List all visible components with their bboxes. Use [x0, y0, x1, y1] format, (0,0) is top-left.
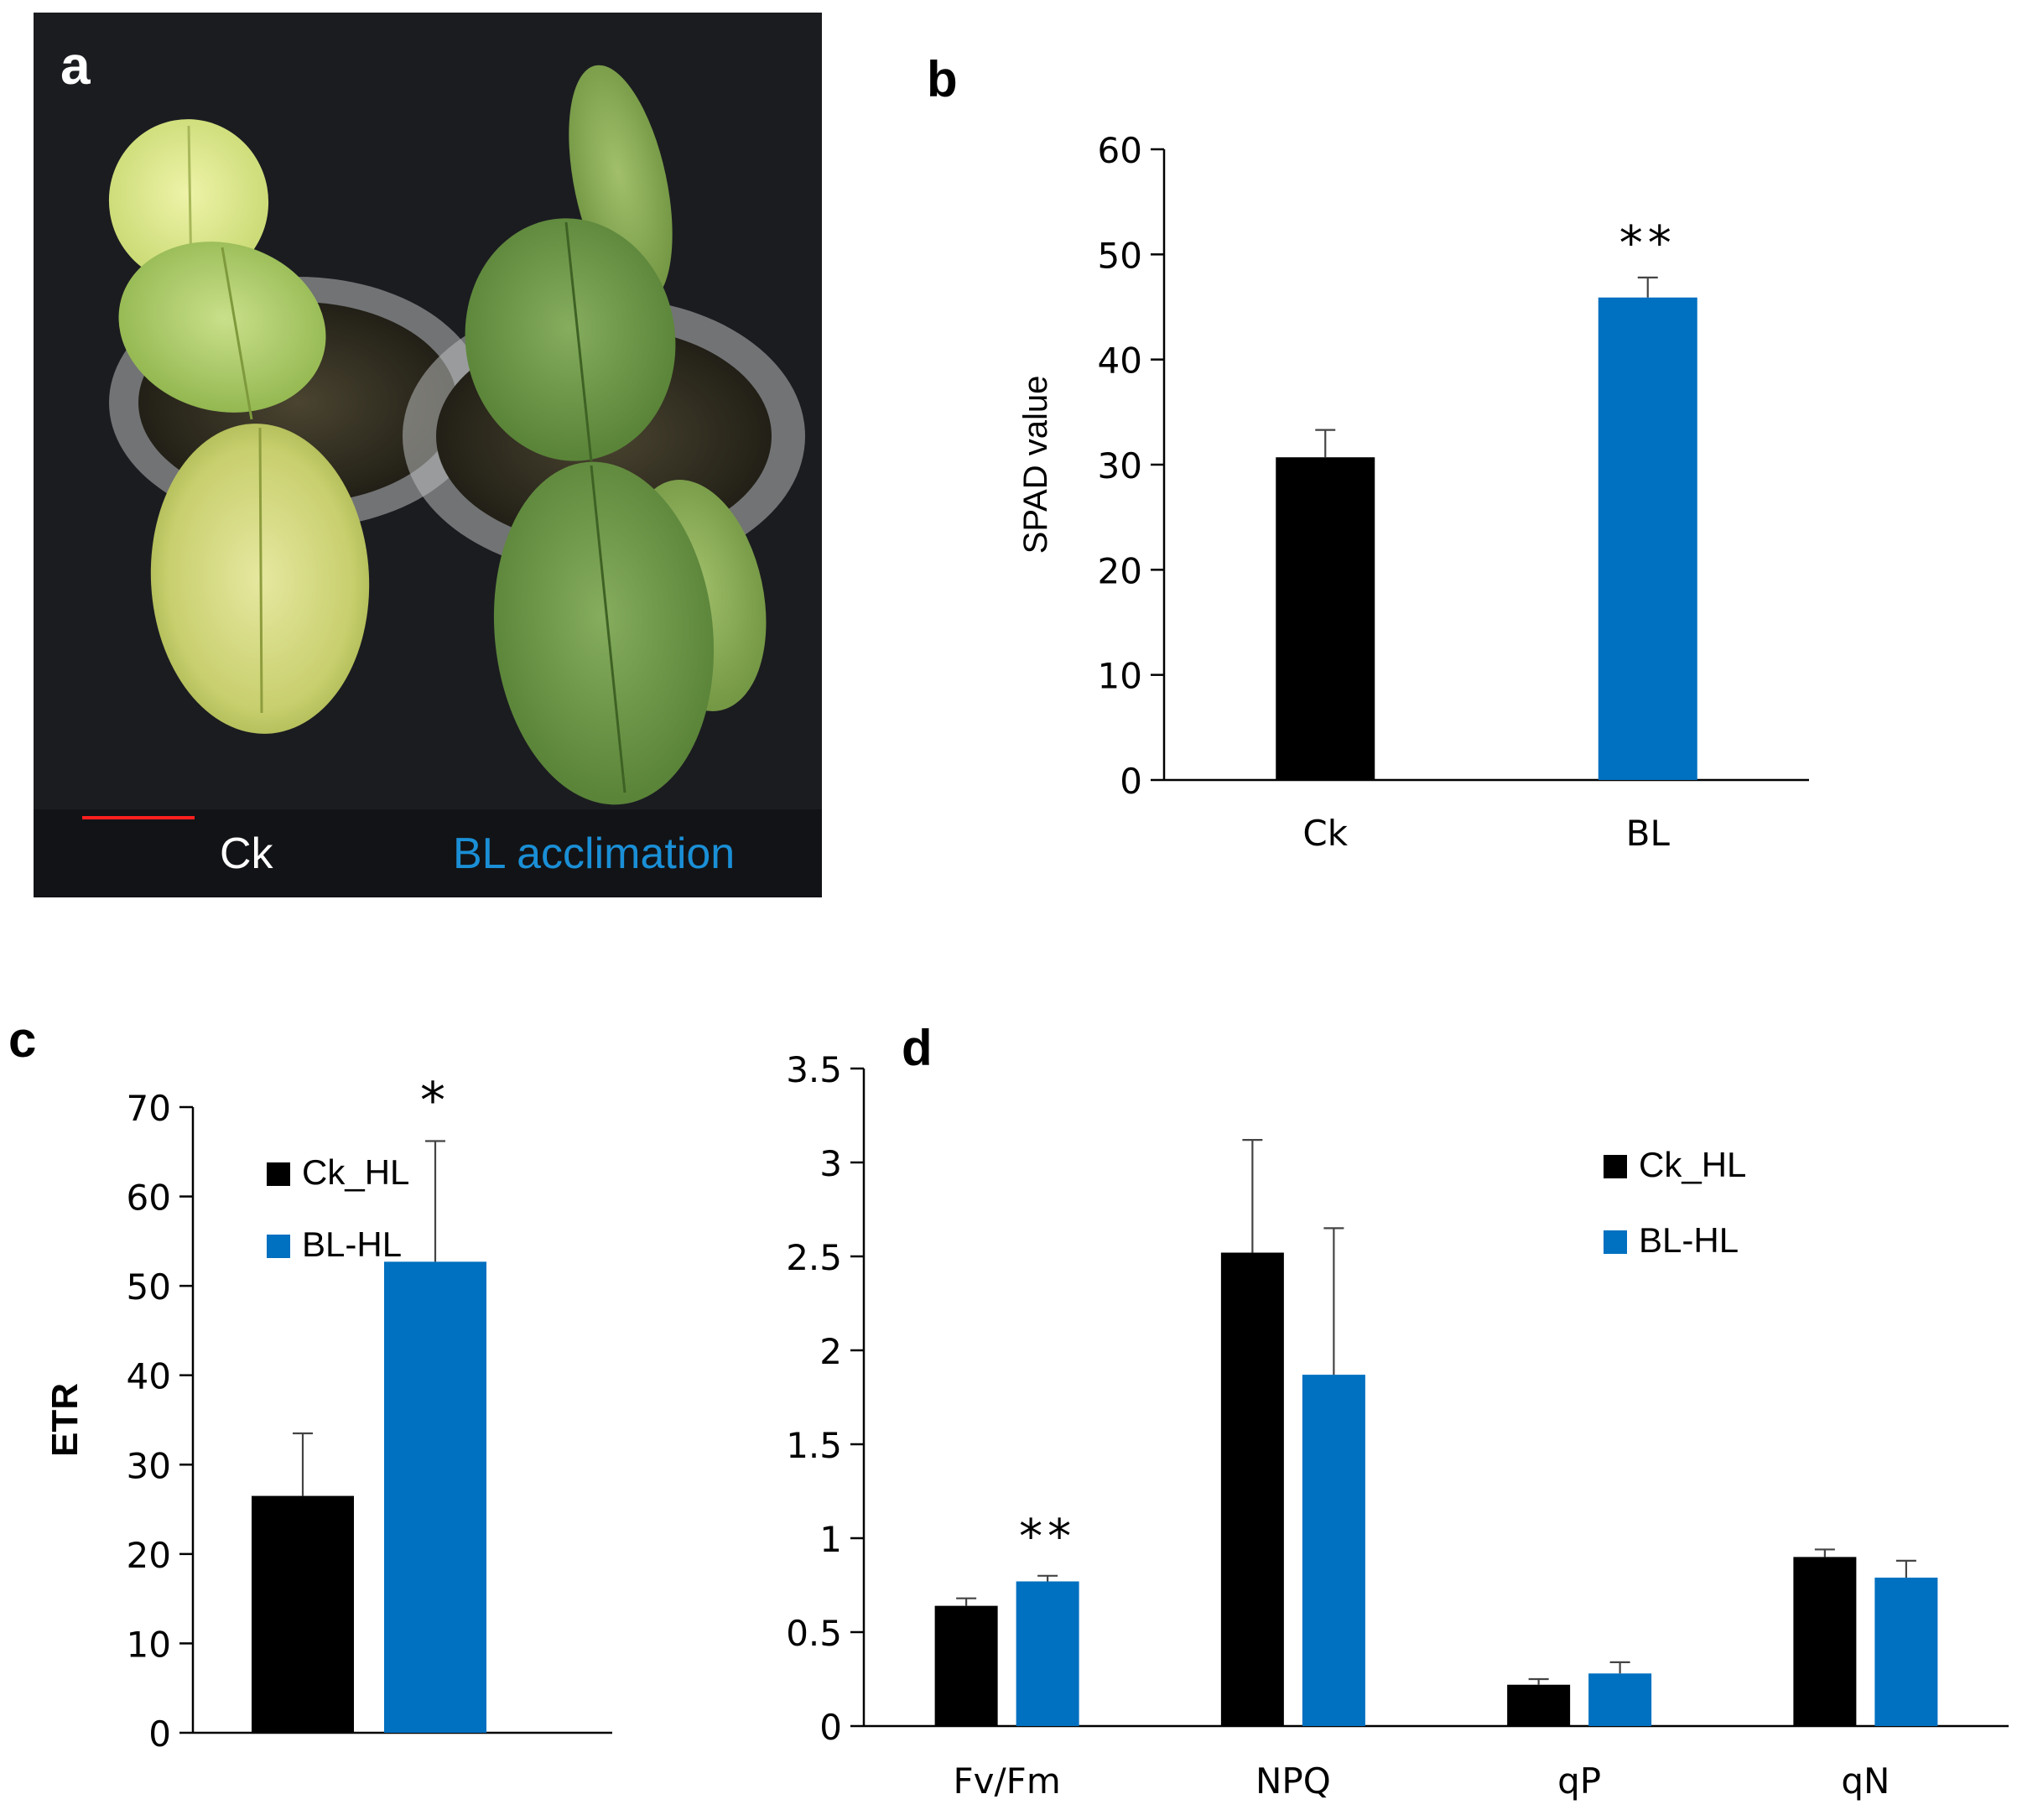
bar	[1599, 298, 1697, 780]
figure: Ck BL acclimation a b 0102030405060SPAD …	[0, 0, 2017, 1820]
y-tick-label: 0	[1120, 761, 1142, 802]
y-tick-label: 0	[148, 1713, 171, 1755]
legend-swatch	[1604, 1230, 1627, 1254]
y-tick-label: 20	[127, 1535, 171, 1576]
legend-swatch	[267, 1162, 290, 1186]
y-tick-label: 30	[1098, 445, 1142, 486]
y-tick-label: 40	[127, 1356, 171, 1397]
significance-marker: **	[1019, 1510, 1076, 1564]
x-tick-label: BL	[1626, 813, 1671, 854]
bar	[252, 1496, 354, 1733]
chart-c: c 0 10 20 30 40 50 60 70 ETR * Ck_HL BL-HL	[8, 1011, 612, 1755]
y-tick-label: 20	[1098, 550, 1142, 591]
y-tick-label: 3.5	[786, 1049, 842, 1090]
y-tick-label: 1.5	[786, 1425, 842, 1466]
y-tick-label: 1	[819, 1519, 842, 1560]
y-tick-label: 50	[127, 1266, 171, 1308]
panel-label-c: c	[8, 1011, 36, 1068]
y-tick-label: 60	[127, 1178, 171, 1219]
bar	[384, 1261, 486, 1733]
y-axis-label: SPAD value	[1017, 376, 1054, 554]
x-tick-label: qN	[1841, 1760, 1890, 1802]
photo-caption-ck: Ck	[220, 829, 274, 878]
x-tick-label: Ck	[1302, 813, 1348, 854]
legend-swatch	[267, 1235, 290, 1258]
legend-label: BL-HL	[302, 1225, 402, 1264]
bar	[1874, 1578, 1937, 1726]
y-tick-label: 10	[127, 1624, 171, 1665]
chart-d: d 0 0.5 1 1.5 2 2.5 3 3.5 ** Fv/Fm NPQ qP qN Ck_HL BL-…	[786, 1020, 2009, 1802]
photo-panel: Ck BL acclimation a	[34, 13, 822, 897]
x-tick-label: NPQ	[1255, 1760, 1331, 1802]
legend-label: BL-HL	[1639, 1220, 1739, 1260]
y-tick-label: 40	[1098, 341, 1142, 382]
y-tick-label: 30	[127, 1445, 171, 1486]
photo-caption-bl: BL acclimation	[453, 829, 735, 878]
bar	[1302, 1375, 1365, 1726]
panel-label-a: a	[60, 35, 91, 96]
y-tick-label: 2	[819, 1331, 842, 1372]
y-tick-label: 0.5	[786, 1613, 842, 1654]
y-tick-label: 70	[127, 1088, 171, 1129]
bar	[1221, 1253, 1284, 1726]
bar	[1507, 1685, 1570, 1726]
bar	[935, 1606, 998, 1726]
legend-label: Ck_HL	[302, 1152, 409, 1192]
bar	[1588, 1673, 1651, 1726]
legend-swatch	[1604, 1155, 1627, 1178]
legend-label: Ck_HL	[1639, 1145, 1746, 1184]
x-tick-label: qP	[1557, 1760, 1601, 1802]
bar	[1793, 1557, 1856, 1726]
significance-marker: *	[420, 1071, 450, 1130]
panel-label-d: d	[902, 1020, 933, 1076]
y-tick-label: 10	[1098, 656, 1142, 697]
y-tick-label: 0	[819, 1707, 842, 1748]
y-tick-label: 50	[1098, 235, 1142, 276]
bar	[1016, 1582, 1079, 1726]
chart-b: b 0 10 20 30 40 50 60 SPAD value Ck ** BL	[927, 51, 1809, 854]
x-tick-label: Fv/Fm	[954, 1760, 1061, 1802]
y-tick-label: 3	[819, 1143, 842, 1184]
y-axis-label: ETR	[44, 1383, 86, 1457]
y-tick-label: 2.5	[786, 1237, 842, 1278]
significance-marker: **	[1619, 216, 1677, 271]
panel-label-b: b	[927, 51, 958, 107]
y-tick-label: 60	[1098, 130, 1142, 171]
bar	[1276, 457, 1375, 780]
